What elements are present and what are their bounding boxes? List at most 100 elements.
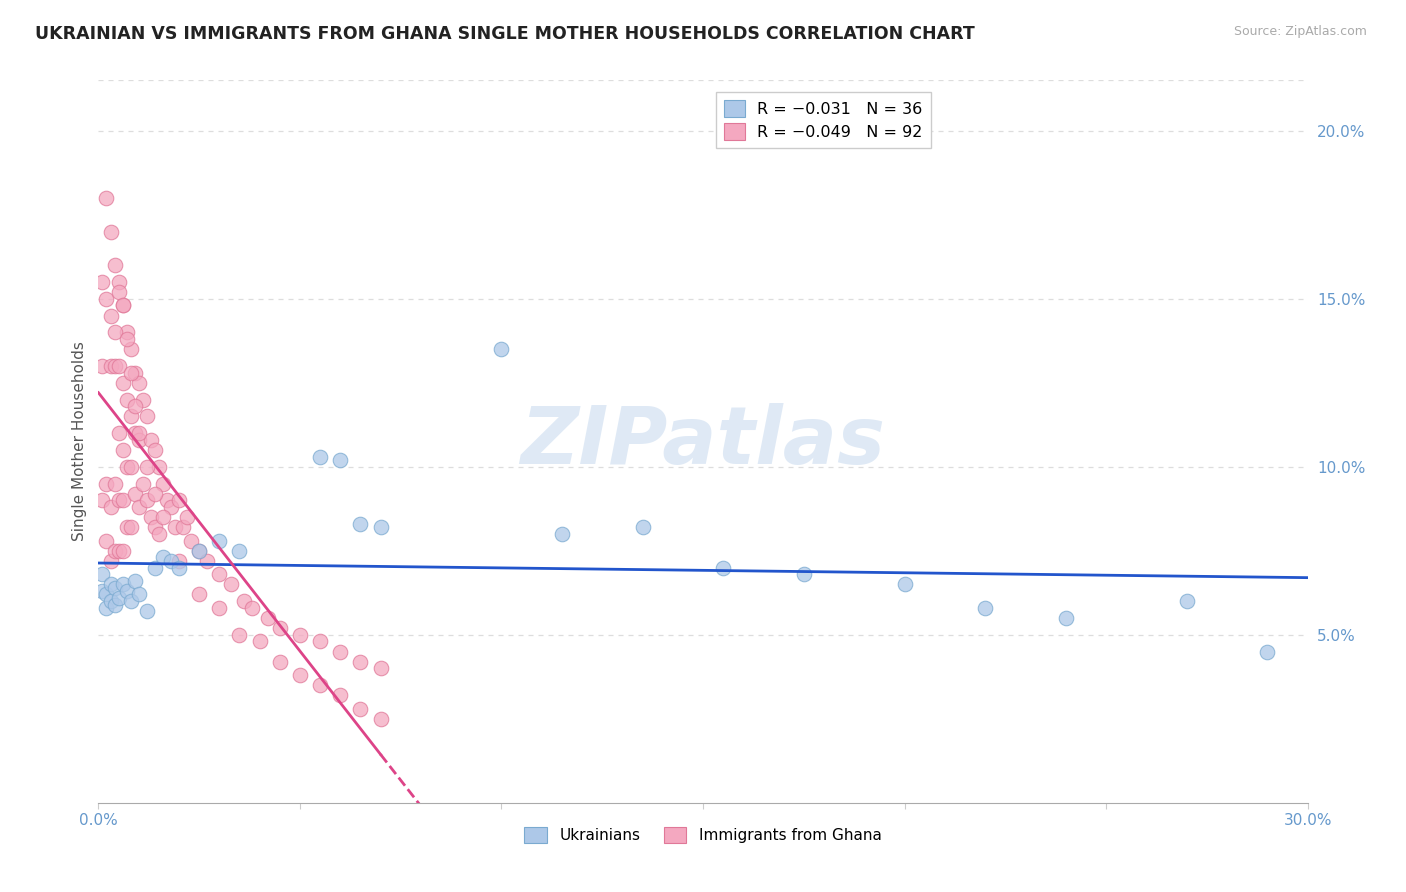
Point xyxy=(128,500,150,514)
Point xyxy=(269,655,291,669)
Point xyxy=(893,577,915,591)
Point xyxy=(96,476,118,491)
Point xyxy=(135,604,157,618)
Point xyxy=(107,275,129,289)
Point xyxy=(221,577,243,591)
Point xyxy=(103,359,125,373)
Point xyxy=(115,584,138,599)
Point xyxy=(180,533,202,548)
Point xyxy=(148,527,170,541)
Point xyxy=(128,433,150,447)
Point xyxy=(139,510,162,524)
Point xyxy=(309,450,332,464)
Text: Source: ZipAtlas.com: Source: ZipAtlas.com xyxy=(1233,25,1367,38)
Point xyxy=(100,359,122,373)
Point xyxy=(124,366,146,380)
Point xyxy=(120,342,142,356)
Point xyxy=(91,584,114,599)
Point xyxy=(103,598,125,612)
Point xyxy=(1054,611,1077,625)
Point xyxy=(103,581,125,595)
Point xyxy=(288,628,311,642)
Point xyxy=(128,426,150,441)
Point xyxy=(370,661,392,675)
Point xyxy=(100,594,122,608)
Text: ZIPatlas: ZIPatlas xyxy=(520,402,886,481)
Point xyxy=(120,366,142,380)
Point xyxy=(91,275,114,289)
Point xyxy=(240,600,263,615)
Point xyxy=(124,399,146,413)
Point xyxy=(309,634,332,648)
Point xyxy=(91,493,114,508)
Point xyxy=(1256,644,1278,658)
Point xyxy=(107,359,129,373)
Point xyxy=(115,326,138,340)
Point xyxy=(111,442,134,457)
Text: UKRAINIAN VS IMMIGRANTS FROM GHANA SINGLE MOTHER HOUSEHOLDS CORRELATION CHART: UKRAINIAN VS IMMIGRANTS FROM GHANA SINGL… xyxy=(35,25,974,43)
Point xyxy=(115,520,138,534)
Point xyxy=(103,476,125,491)
Point xyxy=(91,567,114,582)
Point xyxy=(631,520,654,534)
Point xyxy=(269,621,291,635)
Point xyxy=(249,634,271,648)
Point xyxy=(160,554,183,568)
Point xyxy=(208,567,231,582)
Point xyxy=(1175,594,1198,608)
Point xyxy=(143,486,166,500)
Point xyxy=(208,533,231,548)
Point xyxy=(111,493,134,508)
Point xyxy=(120,594,142,608)
Point xyxy=(228,543,250,558)
Point xyxy=(143,560,166,574)
Point xyxy=(152,476,174,491)
Point xyxy=(111,298,134,312)
Point xyxy=(124,574,146,588)
Point xyxy=(156,493,179,508)
Point xyxy=(111,577,134,591)
Point xyxy=(793,567,815,582)
Point xyxy=(152,510,174,524)
Point xyxy=(329,453,352,467)
Point xyxy=(148,459,170,474)
Point xyxy=(100,554,122,568)
Point xyxy=(195,554,218,568)
Point xyxy=(115,332,138,346)
Point xyxy=(188,587,211,601)
Point xyxy=(974,600,997,615)
Legend: Ukrainians, Immigrants from Ghana: Ukrainians, Immigrants from Ghana xyxy=(519,821,887,849)
Point xyxy=(115,459,138,474)
Point xyxy=(208,600,231,615)
Point xyxy=(128,587,150,601)
Point xyxy=(120,409,142,424)
Point xyxy=(124,486,146,500)
Point xyxy=(329,644,352,658)
Point xyxy=(120,520,142,534)
Point xyxy=(329,688,352,702)
Point xyxy=(167,560,190,574)
Point xyxy=(228,628,250,642)
Point xyxy=(188,543,211,558)
Point xyxy=(96,600,118,615)
Point xyxy=(100,500,122,514)
Point xyxy=(107,426,129,441)
Point xyxy=(711,560,734,574)
Point xyxy=(256,611,278,625)
Point xyxy=(167,493,190,508)
Point xyxy=(115,392,138,407)
Point xyxy=(160,500,183,514)
Point xyxy=(172,520,194,534)
Point xyxy=(107,493,129,508)
Point xyxy=(132,392,155,407)
Point xyxy=(139,433,162,447)
Point xyxy=(135,459,157,474)
Point xyxy=(120,459,142,474)
Point xyxy=(107,543,129,558)
Point xyxy=(163,520,186,534)
Point xyxy=(349,702,371,716)
Point xyxy=(96,533,118,548)
Point xyxy=(111,543,134,558)
Point xyxy=(107,591,129,605)
Point xyxy=(132,476,155,491)
